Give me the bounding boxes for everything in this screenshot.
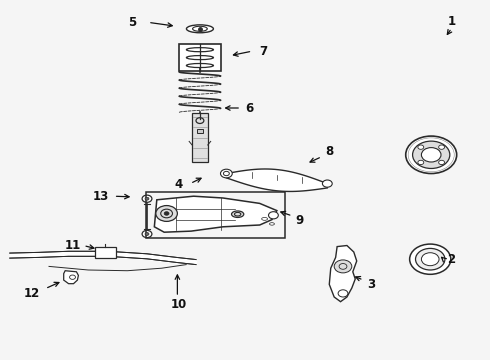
Circle shape: [145, 197, 149, 200]
Text: 13: 13: [92, 190, 109, 203]
Circle shape: [410, 244, 451, 274]
Circle shape: [338, 290, 348, 297]
Circle shape: [406, 136, 457, 174]
Ellipse shape: [232, 211, 244, 217]
Text: 12: 12: [24, 287, 40, 300]
Circle shape: [334, 260, 352, 273]
Circle shape: [439, 145, 444, 149]
Bar: [197, 129, 203, 133]
Circle shape: [164, 212, 169, 215]
Bar: [192, 113, 208, 162]
Text: 11: 11: [64, 239, 81, 252]
Circle shape: [145, 233, 149, 235]
Text: 10: 10: [171, 298, 187, 311]
Circle shape: [421, 148, 441, 162]
Text: 2: 2: [447, 253, 455, 266]
Bar: [198, 117, 202, 133]
Circle shape: [322, 180, 332, 187]
Bar: [146, 192, 285, 238]
Circle shape: [416, 248, 445, 270]
Circle shape: [413, 141, 450, 168]
Text: 9: 9: [296, 214, 304, 227]
Bar: [179, 44, 220, 71]
Text: 3: 3: [368, 278, 375, 291]
Circle shape: [439, 160, 444, 165]
Text: 5: 5: [128, 16, 136, 29]
Ellipse shape: [186, 25, 213, 33]
Text: 4: 4: [175, 178, 183, 191]
Text: 6: 6: [245, 102, 253, 114]
Bar: [95, 247, 116, 258]
Text: 1: 1: [448, 15, 456, 28]
Circle shape: [418, 145, 424, 149]
Circle shape: [220, 169, 232, 178]
Polygon shape: [154, 196, 277, 232]
Circle shape: [142, 195, 152, 202]
Circle shape: [142, 230, 152, 238]
Polygon shape: [226, 169, 327, 192]
Circle shape: [421, 253, 439, 266]
Circle shape: [156, 206, 177, 221]
Text: 7: 7: [260, 45, 268, 58]
Polygon shape: [329, 246, 357, 302]
Text: 8: 8: [325, 145, 333, 158]
Polygon shape: [64, 271, 78, 284]
Circle shape: [269, 212, 278, 219]
Circle shape: [418, 160, 424, 165]
